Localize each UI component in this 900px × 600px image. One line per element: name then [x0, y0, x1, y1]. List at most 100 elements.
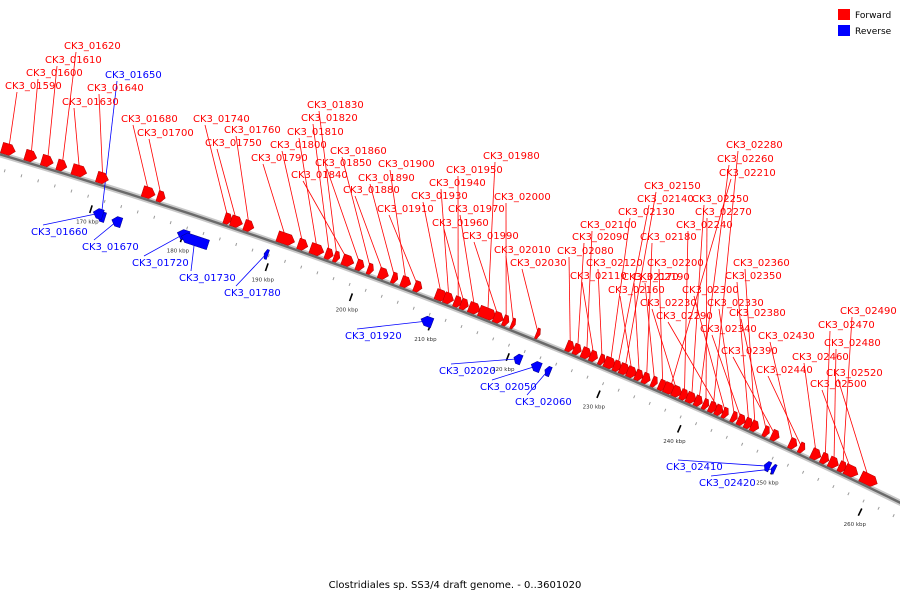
gene-label-ck3-01720[interactable]: CK3_01720	[132, 258, 189, 269]
gene-label-ck3-02030[interactable]: CK3_02030	[510, 258, 567, 269]
gene-label-ck3-01980[interactable]: CK3_01980	[483, 151, 540, 162]
gene-arrow-ck3-02500[interactable]	[842, 463, 860, 479]
gene-arrow-ck3-01850[interactable]	[354, 258, 366, 272]
gene-arrow-ck3-02270[interactable]	[700, 397, 711, 410]
gene-label-ck3-02440[interactable]: CK3_02440	[756, 365, 813, 376]
gene-arrow-ck3-02120[interactable]	[596, 353, 607, 366]
gene-label-ck3-02020[interactable]: CK3_02020	[439, 366, 496, 377]
gene-label-ck3-02050[interactable]: CK3_02050	[480, 382, 537, 393]
gene-label-ck3-02380[interactable]: CK3_02380	[729, 308, 786, 319]
gene-label-ck3-01790[interactable]: CK3_01790	[251, 153, 308, 164]
gene-label-ck3-02190[interactable]: CK3_02190	[633, 272, 690, 283]
gene-arrow-ck3-02350[interactable]	[742, 416, 755, 430]
gene-label-ck3-02180[interactable]: CK3_02180	[640, 232, 697, 243]
gene-label-ck3-02060[interactable]: CK3_02060	[515, 397, 572, 408]
gene-label-ck3-01630[interactable]: CK3_01630	[62, 97, 119, 108]
gene-label-ck3-01860[interactable]: CK3_01860	[330, 146, 387, 157]
gene-arrow-ck3-02010[interactable]	[509, 317, 518, 330]
gene-label-ck3-02230[interactable]: CK3_02230	[640, 298, 697, 309]
gene-label-ck3-02410[interactable]: CK3_02410	[666, 462, 723, 473]
gene-label-ck3-01750[interactable]: CK3_01750	[205, 138, 262, 149]
gene-label-ck3-01760[interactable]: CK3_01760	[224, 125, 281, 136]
gene-label-ck3-02080[interactable]: CK3_02080	[557, 246, 614, 257]
gene-arrow-ck3-02050[interactable]	[529, 360, 543, 374]
gene-label-ck3-02480[interactable]: CK3_02480	[824, 338, 881, 349]
gene-label-ck3-01930[interactable]: CK3_01930	[411, 191, 468, 202]
gene-label-ck3-01950[interactable]: CK3_01950	[446, 165, 503, 176]
gene-label-ck3-02470[interactable]: CK3_02470	[818, 320, 875, 331]
gene-label-ck3-02000[interactable]: CK3_02000	[494, 192, 551, 203]
gene-arrow-ck3-01610[interactable]	[39, 153, 55, 168]
gene-arrow-ck3-02230[interactable]	[670, 384, 684, 399]
gene-label-ck3-02280[interactable]: CK3_02280	[726, 140, 783, 151]
gene-arrow-ck3-02110[interactable]	[587, 349, 600, 363]
gene-label-ck3-01610[interactable]: CK3_01610	[45, 55, 102, 66]
gene-arrow-ck3-01970[interactable]	[466, 301, 482, 316]
gene-arrow-ck3-01730[interactable]	[180, 231, 210, 251]
gene-arrow-ck3-01810[interactable]	[308, 242, 326, 257]
gene-arrow-ck3-02520[interactable]	[858, 470, 880, 489]
gene-arrow-ck3-01700[interactable]	[155, 190, 167, 204]
gene-arrow-ck3-01630[interactable]	[70, 163, 89, 179]
gene-label-ck3-02520[interactable]: CK3_02520	[826, 368, 883, 379]
gene-arrow-ck3-02470[interactable]	[818, 451, 831, 465]
gene-label-ck3-01940[interactable]: CK3_01940	[429, 178, 486, 189]
gene-arrow-ck3-01740[interactable]	[222, 212, 234, 226]
gene-label-ck3-02390[interactable]: CK3_02390	[721, 346, 778, 357]
gene-label-ck3-01650[interactable]: CK3_01650	[105, 70, 162, 81]
gene-arrow-ck3-02250[interactable]	[684, 390, 699, 405]
gene-arrow-ck3-01950[interactable]	[452, 295, 463, 309]
gene-arrow-ck3-01750[interactable]	[229, 214, 244, 229]
gene-arrow-ck3-02480[interactable]	[826, 455, 841, 470]
gene-arrow-ck3-01890[interactable]	[389, 271, 399, 284]
gene-label-ck3-02120[interactable]: CK3_02120	[586, 258, 643, 269]
gene-label-ck3-02500[interactable]: CK3_02500	[810, 379, 867, 390]
gene-arrow-ck3-01820[interactable]	[323, 247, 335, 261]
gene-label-ck3-01890[interactable]: CK3_01890	[358, 173, 415, 184]
gene-label-ck3-02260[interactable]: CK3_02260	[717, 154, 774, 165]
gene-arrow-ck3-02190[interactable]	[649, 375, 660, 388]
gene-arrow-ck3-01900[interactable]	[399, 275, 413, 290]
gene-label-ck3-01590[interactable]: CK3_01590	[5, 81, 62, 92]
gene-label-ck3-02140[interactable]: CK3_02140	[637, 194, 694, 205]
gene-label-ck3-01820[interactable]: CK3_01820	[301, 113, 358, 124]
gene-label-ck3-01910[interactable]: CK3_01910	[377, 204, 434, 215]
gene-arrow-ck3-02170[interactable]	[633, 368, 646, 382]
gene-label-ck3-02340[interactable]: CK3_02340	[700, 324, 757, 335]
gene-arrow-ck3-02090[interactable]	[571, 342, 584, 356]
gene-label-ck3-02010[interactable]: CK3_02010	[494, 245, 551, 256]
gene-label-ck3-01600[interactable]: CK3_01600	[26, 68, 83, 79]
gene-label-ck3-01730[interactable]: CK3_01730	[179, 273, 236, 284]
gene-label-ck3-01700[interactable]: CK3_01700	[137, 128, 194, 139]
gene-arrow-ck3-02240[interactable]	[678, 388, 691, 401]
gene-arrow-ck3-02340[interactable]	[735, 413, 748, 427]
gene-arrow-ck3-02180[interactable]	[640, 371, 653, 385]
gene-label-ck3-02300[interactable]: CK3_02300	[682, 285, 739, 296]
gene-label-ck3-01830[interactable]: CK3_01830	[307, 100, 364, 111]
gene-arrow-ck3-01880[interactable]	[376, 266, 390, 281]
gene-arrow-ck3-02140[interactable]	[611, 359, 624, 373]
gene-arrow-ck3-01640[interactable]	[95, 170, 110, 185]
gene-label-ck3-01990[interactable]: CK3_01990	[462, 231, 519, 242]
gene-label-ck3-02460[interactable]: CK3_02460	[792, 352, 849, 363]
gene-label-ck3-02100[interactable]: CK3_02100	[580, 220, 637, 231]
gene-arrow-ck3-02100[interactable]	[579, 346, 593, 361]
gene-arrow-ck3-01670[interactable]	[110, 215, 124, 229]
gene-arrow-ck3-02390[interactable]	[769, 428, 782, 442]
gene-arrow-ck3-02490[interactable]	[836, 460, 849, 474]
gene-arrow-ck3-01910[interactable]	[412, 280, 424, 293]
gene-label-ck3-02290[interactable]: CK3_02290	[656, 311, 713, 322]
gene-arrow-ck3-01990[interactable]	[491, 310, 505, 325]
gene-label-ck3-02090[interactable]: CK3_02090	[572, 232, 629, 243]
gene-label-ck3-02210[interactable]: CK3_02210	[719, 168, 776, 179]
gene-label-ck3-02110[interactable]: CK3_02110	[570, 271, 627, 282]
gene-arrow-ck3-02380[interactable]	[761, 425, 772, 438]
gene-label-ck3-01620[interactable]: CK3_01620	[64, 41, 121, 52]
gene-label-ck3-01640[interactable]: CK3_01640	[87, 83, 144, 94]
gene-arrow-ck3-01780[interactable]	[262, 249, 270, 260]
gene-label-ck3-01780[interactable]: CK3_01780	[224, 288, 281, 299]
gene-arrow-ck3-01800[interactable]	[296, 237, 310, 252]
gene-arrow-ck3-01940[interactable]	[441, 291, 455, 306]
gene-arrow-ck3-01790[interactable]	[275, 230, 297, 247]
gene-arrow-ck3-02440[interactable]	[796, 441, 807, 455]
